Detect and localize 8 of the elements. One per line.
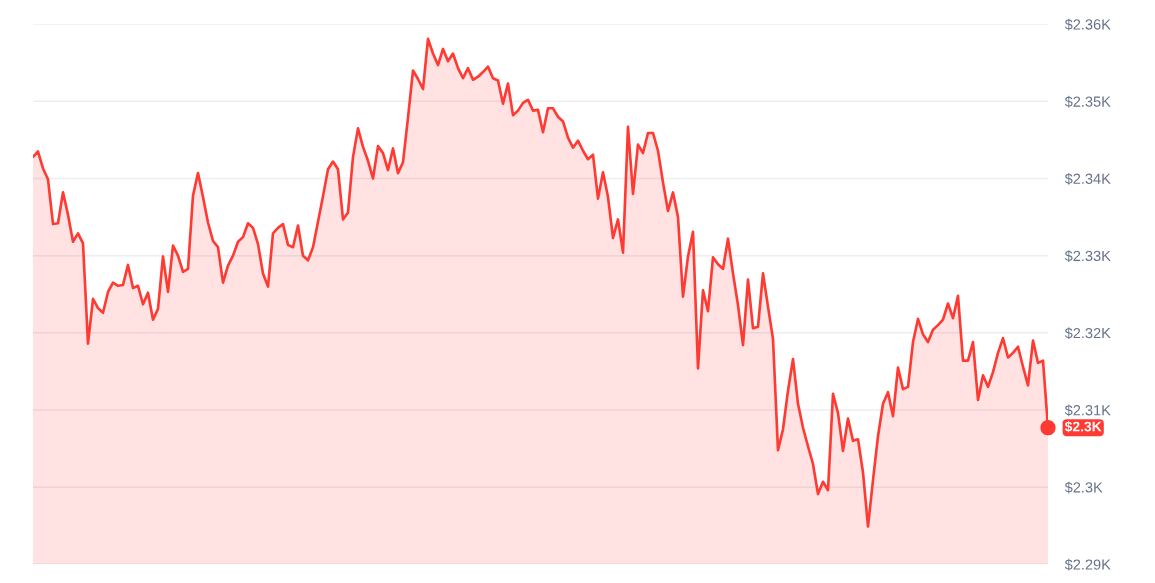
y-tick-label: $2.3K — [1064, 481, 1103, 494]
y-tick-label: $2.33K — [1064, 250, 1111, 262]
y-tick-label: $2.31K — [1064, 404, 1111, 417]
y-tick-label: $2.34K — [1064, 173, 1111, 185]
y-tick-label: $2.36K — [1064, 18, 1111, 31]
y-tick-label: $2.32K — [1064, 327, 1111, 340]
y-tick-label: $2.29K — [1064, 558, 1111, 571]
y-tick-label: $2.35K — [1064, 95, 1111, 108]
